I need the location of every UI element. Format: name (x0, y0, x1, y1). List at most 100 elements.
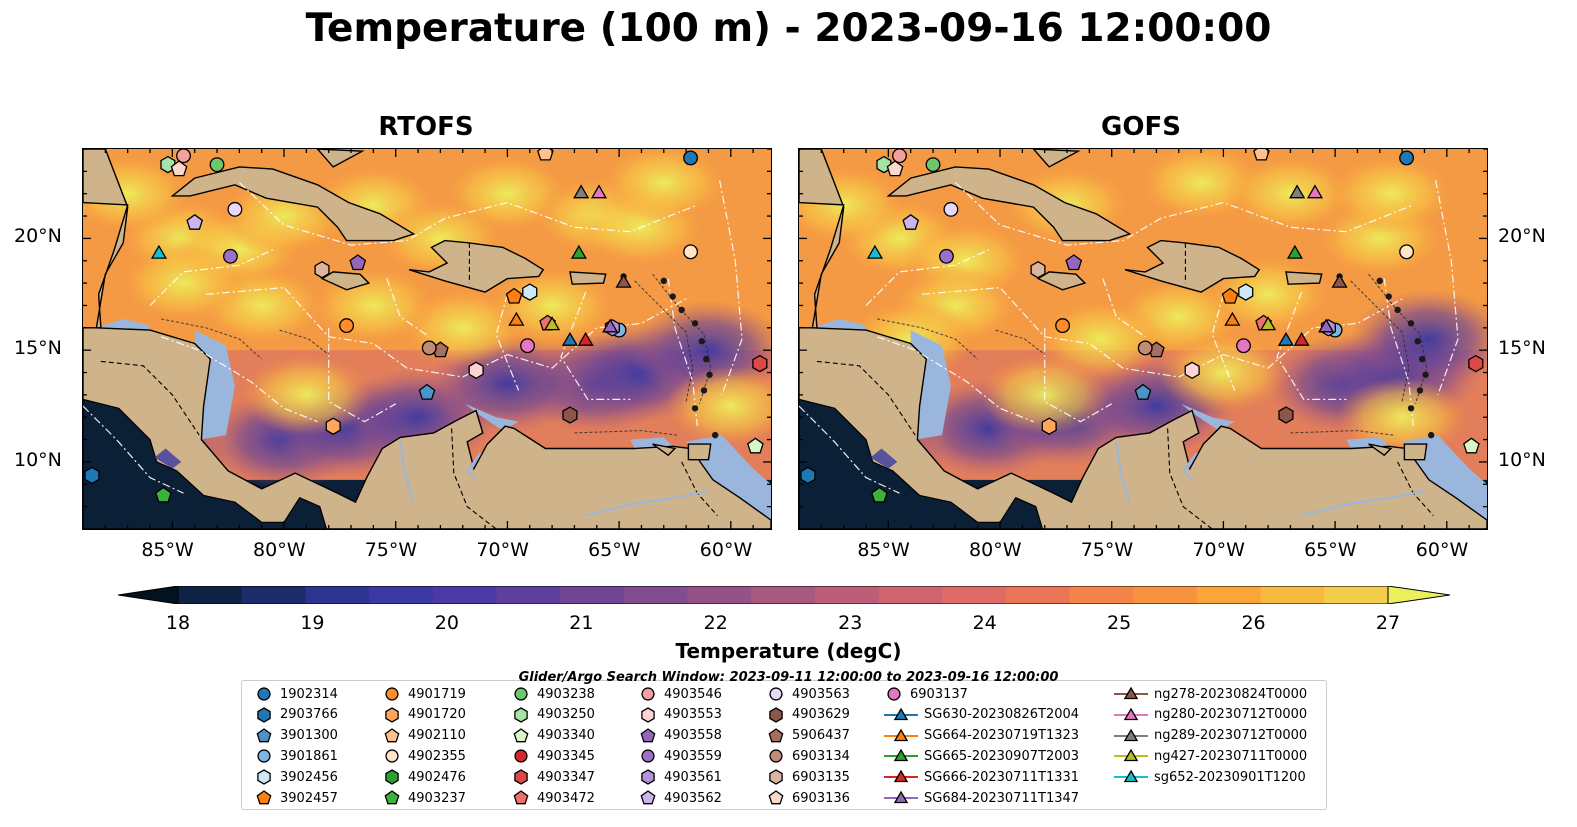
legend-marker-shape (1123, 686, 1139, 700)
legend-item: SG630-20230826T2004 (884, 705, 1079, 725)
legend-marker-shape (257, 687, 271, 701)
colorbar-tick-label: 26 (1241, 612, 1266, 634)
legend-marker (884, 769, 918, 783)
legend-marker (884, 790, 918, 804)
colorbar-tick-label: 27 (1375, 612, 1401, 634)
legend-marker-shape (514, 749, 528, 763)
legend-label: 4903629 (792, 707, 850, 723)
marker-3902456 (522, 283, 538, 301)
colorbar (117, 585, 1451, 605)
marker-4903559 (938, 248, 954, 264)
legend-marker (884, 728, 918, 741)
land-bahamas (1032, 149, 1081, 168)
marker-SG630-20230826T2004 (561, 331, 579, 346)
legend-marker (884, 749, 918, 762)
legend-label: 4903347 (537, 769, 595, 785)
legend-marker (513, 727, 529, 742)
legend-item: 4903340 (511, 726, 595, 746)
figure-title: Temperature (100 m) - 2023-09-16 12:00:0… (305, 6, 1272, 51)
legend-marker (385, 687, 399, 701)
legend-item: SG665-20230907T2003 (884, 746, 1079, 766)
legend-item: 4903559 (638, 746, 722, 766)
legend-label: 4903345 (537, 748, 595, 764)
marker-4903562 (186, 213, 204, 230)
legend-marker-shape (1123, 769, 1139, 783)
marker-4901720 (325, 417, 341, 435)
colorbar-tick-label: 20 (434, 612, 459, 634)
legend-label: 3901300 (280, 728, 338, 744)
colorbar-segment (878, 586, 943, 604)
legend-marker-shape (768, 790, 784, 805)
marker-1902314 (1399, 150, 1415, 166)
legend-item: ng280-20230712T0000 (1114, 705, 1307, 725)
colorbar-segment (241, 586, 306, 604)
colorbar-segment (687, 586, 752, 604)
marker-4903558 (1065, 254, 1083, 271)
marker-3901300 (1134, 383, 1152, 400)
legend-label: SG684-20230711T1347 (924, 790, 1080, 806)
legend-item: 4902355 (382, 746, 466, 766)
legend-item: SG664-20230719T1323 (884, 726, 1079, 746)
marker-6903134 (421, 340, 437, 356)
land-cuba (886, 166, 1132, 242)
land-bahamas (316, 149, 365, 168)
legend-label: 4902355 (408, 748, 466, 764)
legend-item: 4903250 (511, 705, 595, 725)
marker-4901719 (1055, 318, 1071, 334)
marker-4903562 (902, 213, 920, 230)
marker-6903134 (1137, 340, 1153, 356)
marker-ng280-20230712T0000 (590, 184, 608, 199)
marker-SG684-20230711T1347 (1318, 318, 1335, 333)
land-southAm2 (652, 443, 677, 457)
legend-marker (1114, 769, 1148, 783)
legend-item: 4903553 (638, 705, 722, 725)
lat-label-left: 20°N (14, 225, 62, 248)
legend-marker-shape (893, 790, 909, 804)
lon-label: 85°W (141, 539, 194, 561)
isobaths (161, 273, 712, 436)
legend-marker-shape (257, 749, 271, 763)
legend-label: 6903135 (792, 769, 850, 785)
marker-4902355 (1399, 244, 1415, 260)
marker-4902110 (537, 149, 554, 161)
legend-marker-shape (640, 790, 656, 805)
legend-item: SG666-20230711T1331 (884, 767, 1079, 787)
marker-ng278-20230824T0000 (615, 273, 632, 288)
legend-item: SG684-20230711T1347 (884, 788, 1079, 808)
legend-label: 5906437 (792, 728, 850, 744)
legend-marker-shape (887, 687, 901, 701)
rivers (1115, 441, 1425, 517)
marker-4903238 (209, 157, 225, 173)
land-trinidad (687, 443, 712, 461)
land-southAm2 (1368, 443, 1393, 457)
lesser-antilles (1336, 273, 1435, 439)
legend-marker (769, 749, 783, 763)
legend-label: 4903563 (792, 686, 850, 702)
legend-marker (1114, 686, 1148, 700)
marker-sg652-20230901T1200 (150, 244, 168, 259)
marker-4903340 (1463, 437, 1480, 454)
legend-item: ng289-20230712T0000 (1114, 726, 1307, 746)
legend-label: 4903561 (664, 769, 722, 785)
legend-label: ng427-20230711T0000 (1154, 748, 1308, 764)
lon-label: 70°W (1192, 539, 1245, 561)
legend-marker (514, 687, 528, 701)
colorbar-tick-label: 18 (165, 612, 191, 634)
legend-marker-shape (256, 790, 272, 805)
colorbar-segment (1133, 586, 1198, 604)
legend-item: ng427-20230711T0000 (1114, 746, 1307, 766)
legend-marker (640, 727, 656, 742)
colorbar-segment (432, 586, 497, 604)
land-puertoRico (1285, 271, 1323, 285)
legend-marker-shape (769, 707, 783, 723)
legend-marker-shape (641, 769, 655, 785)
legend-marker-shape (514, 769, 528, 785)
marker-6903137 (1236, 338, 1251, 354)
legend-marker-shape (893, 749, 909, 762)
legend-marker (385, 769, 399, 785)
colorbar-extend-low (117, 585, 179, 605)
legend-marker (887, 687, 901, 701)
land-trinidad (1403, 443, 1428, 461)
marker-4903546 (892, 149, 907, 164)
marker-4903347 (752, 354, 768, 373)
